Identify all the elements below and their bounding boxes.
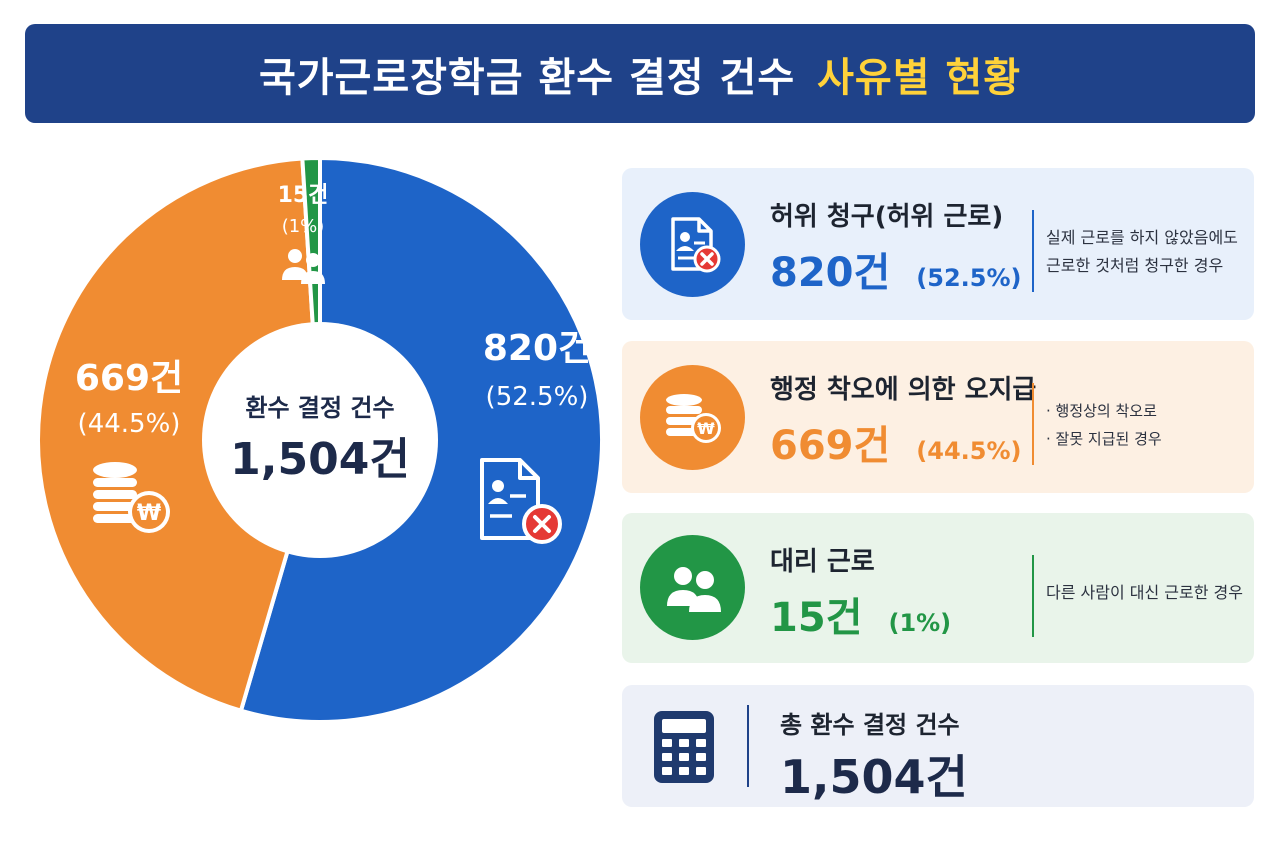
category-count: 669건 (770, 423, 891, 469)
people-icon (640, 535, 745, 640)
title-main: 국가근로장학금 환수 결정 건수 (258, 54, 796, 101)
slice-count-label-admin-error: 669건 (75, 358, 183, 399)
center-value: 1,504건 (230, 434, 410, 485)
coins-won-icon: ₩ (640, 365, 745, 470)
category-title: 행정 착오에 의한 오지급 (770, 375, 1037, 405)
donut-center (202, 322, 438, 558)
card-divider (1032, 555, 1034, 637)
slice-percent-label-false-claim: (52.5%) (486, 382, 589, 412)
description-line: 실제 근로를 하지 않았음에도 (1046, 228, 1238, 247)
title-accent: 사유별 현황 (817, 54, 1022, 101)
card-divider (1032, 383, 1034, 465)
category-percent: (1%) (888, 609, 952, 637)
category-description: 실제 근로를 하지 않았음에도 근로한 것처럼 청구한 경우 (1046, 224, 1251, 280)
calculator-icon (652, 709, 716, 789)
category-count: 820건 (770, 250, 891, 296)
category-card-proxy-work: 대리 근로 15건 (1%) 다른 사람이 대신 근로한 경우 (622, 513, 1254, 663)
category-value: 15건 (1%) (770, 585, 951, 643)
slice-percent-label-proxy-work: (1%) (282, 216, 325, 237)
description-line: · 잘못 지급된 경우 (1046, 430, 1162, 448)
category-card-admin-error: ₩ 행정 착오에 의한 오지급 669건 (44.5%) · 행정상의 착오로 … (622, 341, 1254, 493)
document-x-icon (480, 458, 562, 544)
card-divider (1032, 210, 1034, 292)
category-value: 820건 (52.5%) (770, 240, 1022, 298)
category-card-false-claim: 허위 청구(허위 근로) 820건 (52.5%) 실제 근로를 하지 않았음에… (622, 168, 1254, 320)
category-title: 허위 청구(허위 근로) (770, 202, 1004, 232)
svg-text:₩: ₩ (697, 419, 715, 438)
total-value: 1,504건 (780, 750, 968, 804)
document-x-icon (640, 192, 745, 297)
slice-count-label-proxy-work: 15건 (278, 183, 329, 208)
total-card: 총 환수 결정 건수 1,504건 (622, 685, 1254, 807)
total-divider (747, 705, 749, 787)
total-label: 총 환수 결정 건수 (780, 711, 960, 739)
slice-count-label-false-claim: 820건 (483, 328, 591, 369)
coins-won-icon: ₩ (93, 462, 170, 533)
slice-percent-label-admin-error: (44.5%) (78, 409, 181, 439)
description-line: 다른 사람이 대신 근로한 경우 (1046, 583, 1243, 602)
category-description: · 행정상의 착오로 · 잘못 지급된 경우 (1046, 397, 1251, 453)
center-label: 환수 결정 건수 (245, 394, 394, 422)
description-line: 근로한 것처럼 청구한 경우 (1046, 256, 1224, 275)
category-value: 669건 (44.5%) (770, 413, 1022, 471)
category-percent: (44.5%) (916, 437, 1022, 465)
svg-text:₩: ₩ (137, 501, 161, 526)
category-percent: (52.5%) (916, 264, 1022, 292)
category-title: 대리 근로 (770, 547, 875, 577)
donut-chart: 환수 결정 건수 1,504건 820건 (52.5%) 669건 (44.5%) 15건 (… (36, 155, 604, 724)
people-icon (282, 249, 325, 284)
donut-slice-admin-error (36, 156, 323, 714)
category-description: 다른 사람이 대신 근로한 경우 (1046, 579, 1251, 607)
title-banner: 국가근로장학금 환수 결정 건수 사유별 현황 (25, 24, 1255, 123)
category-count: 15건 (770, 595, 863, 641)
description-line: · 행정상의 착오로 (1046, 402, 1157, 420)
